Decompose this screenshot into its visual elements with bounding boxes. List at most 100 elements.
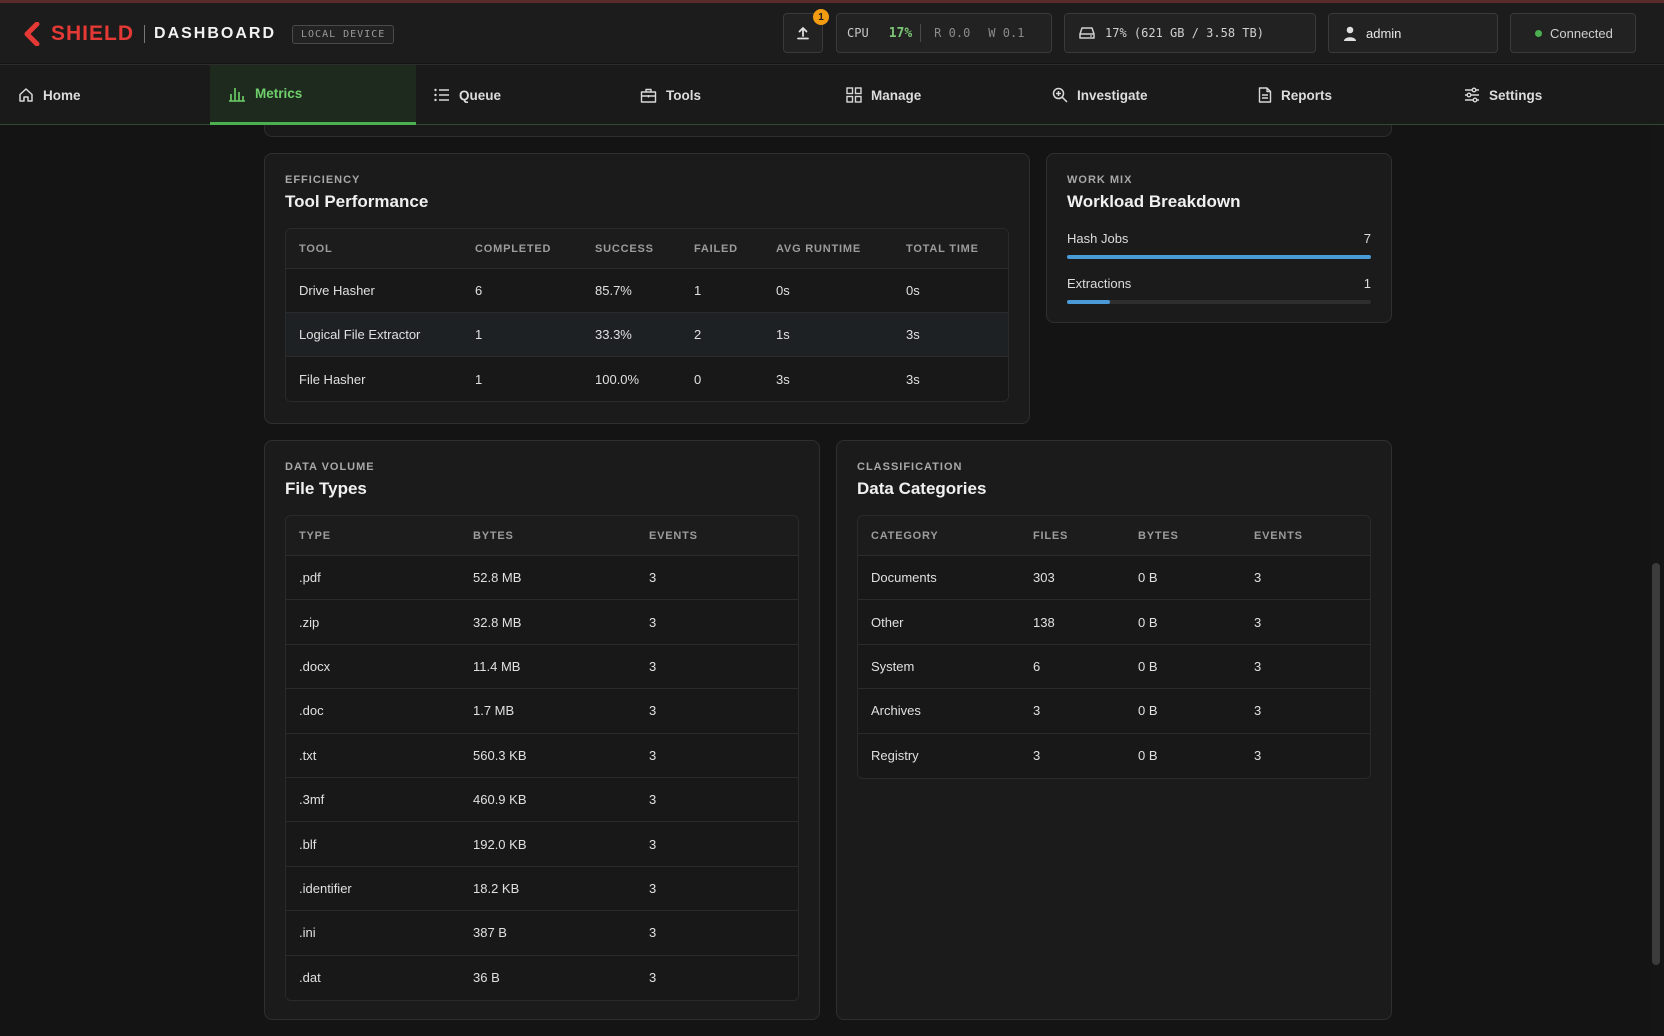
table-row[interactable]: Documents 303 0 B 3 (858, 556, 1370, 601)
table-cell: .identifier (299, 880, 352, 896)
tab-settings[interactable]: Settings (1446, 65, 1652, 125)
column-header: AVG RUNTIME (776, 242, 861, 255)
workload-value: 7 (1363, 231, 1371, 246)
progress-track (1067, 300, 1371, 304)
table-cell: 560.3 KB (473, 747, 527, 763)
device-tag: LOCAL DEVICE (292, 24, 395, 44)
list-icon (434, 88, 450, 102)
connection-label: Connected (1550, 25, 1613, 41)
table-row[interactable]: System 6 0 B 3 (858, 644, 1370, 690)
table-cell: Other (871, 614, 904, 630)
table-cell: .doc (299, 703, 324, 719)
column-header: SUCCESS (595, 242, 654, 255)
table-cell: 3 (1033, 703, 1041, 719)
table-cell: 3 (1254, 658, 1262, 674)
tab-tools[interactable]: Tools (622, 65, 828, 125)
tab-home[interactable]: Home (0, 65, 206, 125)
card-eyebrow: DATA VOLUME (285, 461, 375, 473)
table-cell: 3 (649, 925, 657, 941)
progress-fill (1067, 255, 1371, 259)
table-row[interactable]: Drive Hasher 6 85.7% 1 0s 0s (286, 269, 1008, 313)
card-eyebrow: EFFICIENCY (285, 174, 361, 186)
document-icon (1258, 87, 1272, 103)
cpu-divider (920, 24, 922, 42)
tab-investigate[interactable]: Investigate (1034, 65, 1240, 125)
table-row[interactable]: .pdf 52.8 MB 3 (286, 556, 798, 601)
card-title: File Types (285, 479, 367, 498)
table-row[interactable]: .zip 32.8 MB 3 (286, 600, 798, 645)
cpu-percent: 17% (888, 25, 913, 41)
tab-reports[interactable]: Reports (1240, 65, 1446, 125)
table-cell: .docx (299, 658, 331, 674)
tool-performance-card: EFFICIENCY Tool Performance TOOL COMPLET… (264, 153, 1030, 424)
column-header: BYTES (473, 529, 514, 542)
workload-item: Hash Jobs 7 (1067, 231, 1371, 259)
disk-usage-text: 17% (621 GB / 3.58 TB) (1105, 26, 1264, 40)
table-cell: 32.8 MB (473, 614, 522, 630)
table-row[interactable]: .txt 560.3 KB 3 (286, 733, 798, 778)
status-dot-icon (1535, 29, 1542, 37)
cpu-write: W 0.1 (988, 26, 1025, 40)
tool-performance-table: TOOL COMPLETED SUCCESS FAILED AVG RUNTIM… (285, 228, 1009, 402)
upload-count-badge: 1 (813, 9, 829, 25)
table-cell: 0s (906, 283, 920, 298)
card-title: Tool Performance (285, 192, 429, 211)
table-row[interactable]: .dat 36 B 3 (286, 955, 798, 1000)
table-row[interactable]: .ini 387 B 3 (286, 911, 798, 956)
tab-manage[interactable]: Manage (828, 65, 1034, 125)
table-row[interactable]: .blf 192.0 KB 3 (286, 822, 798, 867)
upload-button[interactable]: 1 (783, 9, 829, 53)
table-cell: 3 (649, 703, 657, 719)
table-cell: .zip (299, 614, 320, 630)
table-row[interactable]: .3mf 460.9 KB 3 (286, 777, 798, 823)
table-cell: File Hasher (299, 371, 366, 387)
card-title: Workload Breakdown (1067, 192, 1241, 211)
disk-usage: 17% (621 GB / 3.58 TB) (1064, 13, 1316, 53)
table-cell: 0s (776, 283, 790, 298)
tab-metrics[interactable]: Metrics (210, 65, 416, 125)
table-cell: 6 (1033, 658, 1041, 674)
shield-logo-icon (24, 22, 40, 46)
user-menu[interactable]: admin (1328, 13, 1498, 53)
table-cell: Documents (871, 570, 937, 586)
column-header: EVENTS (649, 529, 698, 542)
table-header: TYPE BYTES EVENTS (286, 516, 798, 556)
connection-status: Connected (1510, 13, 1636, 53)
table-body: .pdf 52.8 MB 3 .zip 32.8 MB 3 .docx 11.4 MB 3 .do… (286, 556, 798, 1000)
table-cell: 2 (694, 327, 702, 342)
table-cell: 192.0 KB (473, 836, 527, 852)
table-row[interactable]: .docx 11.4 MB 3 (286, 644, 798, 690)
card-title: Data Categories (857, 479, 987, 498)
table-row[interactable]: File Hasher 1 100.0% 0 3s 3s (286, 357, 1008, 401)
table-cell: 11.4 MB (473, 658, 521, 674)
table-row[interactable]: Archives 3 0 B 3 (858, 689, 1370, 734)
table-header: TOOL COMPLETED SUCCESS FAILED AVG RUNTIM… (286, 229, 1008, 269)
cpu-read: R 0.0 (934, 26, 971, 40)
table-cell: .3mf (299, 792, 325, 808)
card-eyebrow: WORK MIX (1067, 174, 1133, 186)
tab-label: Settings (1489, 87, 1543, 103)
user-icon (1343, 26, 1357, 41)
home-icon (18, 87, 34, 103)
table-cell: 3 (1033, 748, 1041, 764)
table-cell: 0 B (1138, 658, 1158, 674)
brand[interactable]: SHIELD DASHBOARD LOCAL DEVICE (22, 22, 395, 46)
window-top-strip (0, 0, 1664, 3)
table-cell: 3 (649, 792, 657, 808)
table-row[interactable]: Registry 3 0 B 3 (858, 733, 1370, 778)
tab-queue[interactable]: Queue (416, 65, 622, 125)
progress-fill (1067, 300, 1110, 304)
table-row[interactable]: .doc 1.7 MB 3 (286, 689, 798, 734)
table-row[interactable]: Other 138 0 B 3 (858, 600, 1370, 645)
table-cell: 3 (649, 880, 657, 896)
column-header: TOTAL TIME (906, 242, 979, 255)
page-scrollbar[interactable] (1652, 563, 1660, 965)
table-row[interactable]: Logical File Extractor 1 33.3% 2 1s 3s (286, 313, 1008, 357)
table-row[interactable]: .identifier 18.2 KB 3 (286, 866, 798, 912)
data-categories-table: CATEGORY FILES BYTES EVENTS Documents 303… (857, 515, 1371, 779)
table-cell: 33.3% (595, 327, 632, 342)
app-header: SHIELD DASHBOARD LOCAL DEVICE 1 CPU 17% … (0, 3, 1664, 63)
workload-label: Extractions (1067, 276, 1132, 291)
brand-name: SHIELD (51, 22, 135, 45)
